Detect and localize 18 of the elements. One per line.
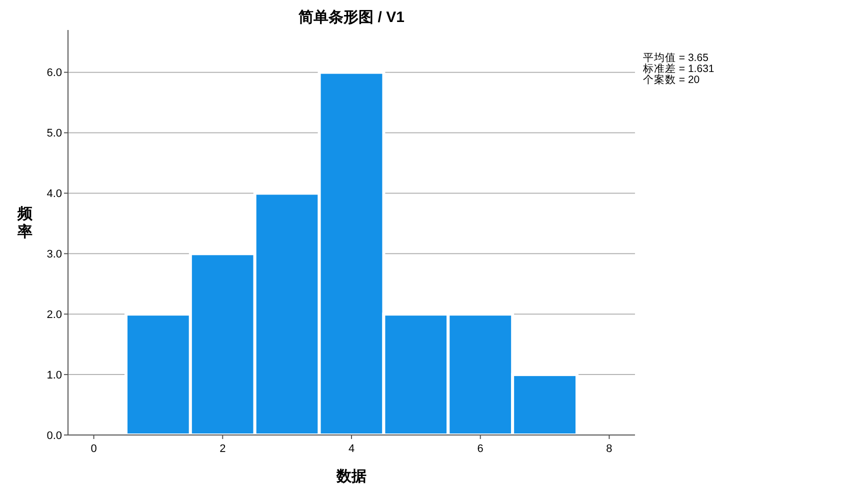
chart-title: 简单条形图 / V1: [298, 9, 404, 26]
x-tick-label: 2: [220, 443, 226, 455]
x-tick-label: 0: [90, 443, 97, 455]
text: 个案数 = 20: [643, 73, 700, 86]
y-tick-label: 6.0: [46, 67, 62, 80]
y-tick-label: 3.0: [46, 248, 62, 261]
y-tick-label: 1.0: [46, 369, 62, 382]
x-tick-label: 8: [606, 443, 612, 455]
text: 平均值 = 3.65: [643, 52, 709, 64]
y-tick-label: 0.0: [46, 430, 62, 442]
x-axis-title: 数据: [336, 468, 366, 485]
y-tick-label: 4.0: [46, 188, 62, 200]
y-tick-label: 2.0: [46, 308, 62, 321]
text: 标准差 = 1.631: [642, 62, 714, 75]
x-tick-label: 6: [477, 443, 484, 455]
x-tick-label: 4: [348, 443, 355, 455]
y-axis-title: 频率: [16, 206, 34, 240]
y-tick-label: 5.0: [46, 128, 62, 140]
